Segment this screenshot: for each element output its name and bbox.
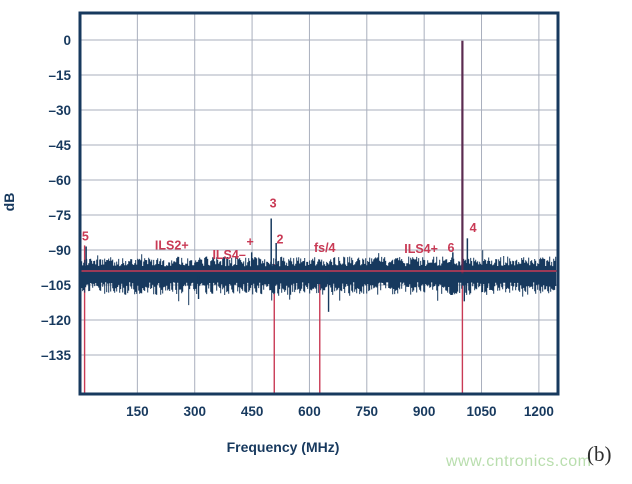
x-tick-label: 300 xyxy=(183,404,206,419)
x-tick-label: 150 xyxy=(126,404,149,419)
y-tick-label: –120 xyxy=(41,313,71,328)
annotation-label: 4 xyxy=(470,221,477,235)
y-tick-label: –45 xyxy=(48,138,71,153)
annotation-label: fs/4 xyxy=(314,241,336,255)
annotation-label: 3 xyxy=(270,197,277,211)
noise-path xyxy=(81,250,557,306)
down-spikes xyxy=(197,275,466,312)
plot-border xyxy=(78,11,560,396)
x-tick-label: 900 xyxy=(413,404,436,419)
watermark: www.cntronics.com xyxy=(446,453,592,470)
peak-lines xyxy=(85,218,469,271)
y-tick-label: –90 xyxy=(48,243,71,258)
axis-tick-labels: 150 300 450 600 750 900 1050 1200 0 –15 –30 –45 –60 –… xyxy=(41,33,554,419)
panel-label: (b) xyxy=(587,442,612,466)
annotation-label: 5 xyxy=(82,229,89,243)
annotation-label: + xyxy=(247,235,254,249)
x-tick-label: 450 xyxy=(241,404,264,419)
y-axis-title: dB xyxy=(1,192,17,212)
y-tick-label: –105 xyxy=(41,278,72,293)
noise-trace xyxy=(81,250,557,306)
x-tick-label: 1200 xyxy=(524,404,554,419)
x-tick-label: 1050 xyxy=(466,404,496,419)
y-tick-label: –60 xyxy=(48,173,71,188)
y-tick-label: 0 xyxy=(63,33,71,48)
y-tick-label: –15 xyxy=(48,68,71,83)
x-tick-label: 750 xyxy=(356,404,379,419)
x-axis-title: Frequency (MHz) xyxy=(226,439,340,455)
annotation-label: ILS2+ xyxy=(155,239,189,253)
annotation-labels: 5 ILS2+ ILS4–+3 2 fs/4 ILS4+ 6 4 xyxy=(82,197,477,262)
annotation-label: 6 xyxy=(447,241,454,255)
annotation-label: ILS4– xyxy=(212,248,245,262)
annotation-label: 2 xyxy=(277,232,284,246)
x-tick-label: 600 xyxy=(298,404,321,419)
grid xyxy=(81,14,557,393)
y-tick-label: –30 xyxy=(48,103,71,118)
y-tick-label: –135 xyxy=(41,348,72,363)
annotation-label: ILS4+ xyxy=(404,242,438,256)
y-tick-label: –75 xyxy=(48,208,71,223)
